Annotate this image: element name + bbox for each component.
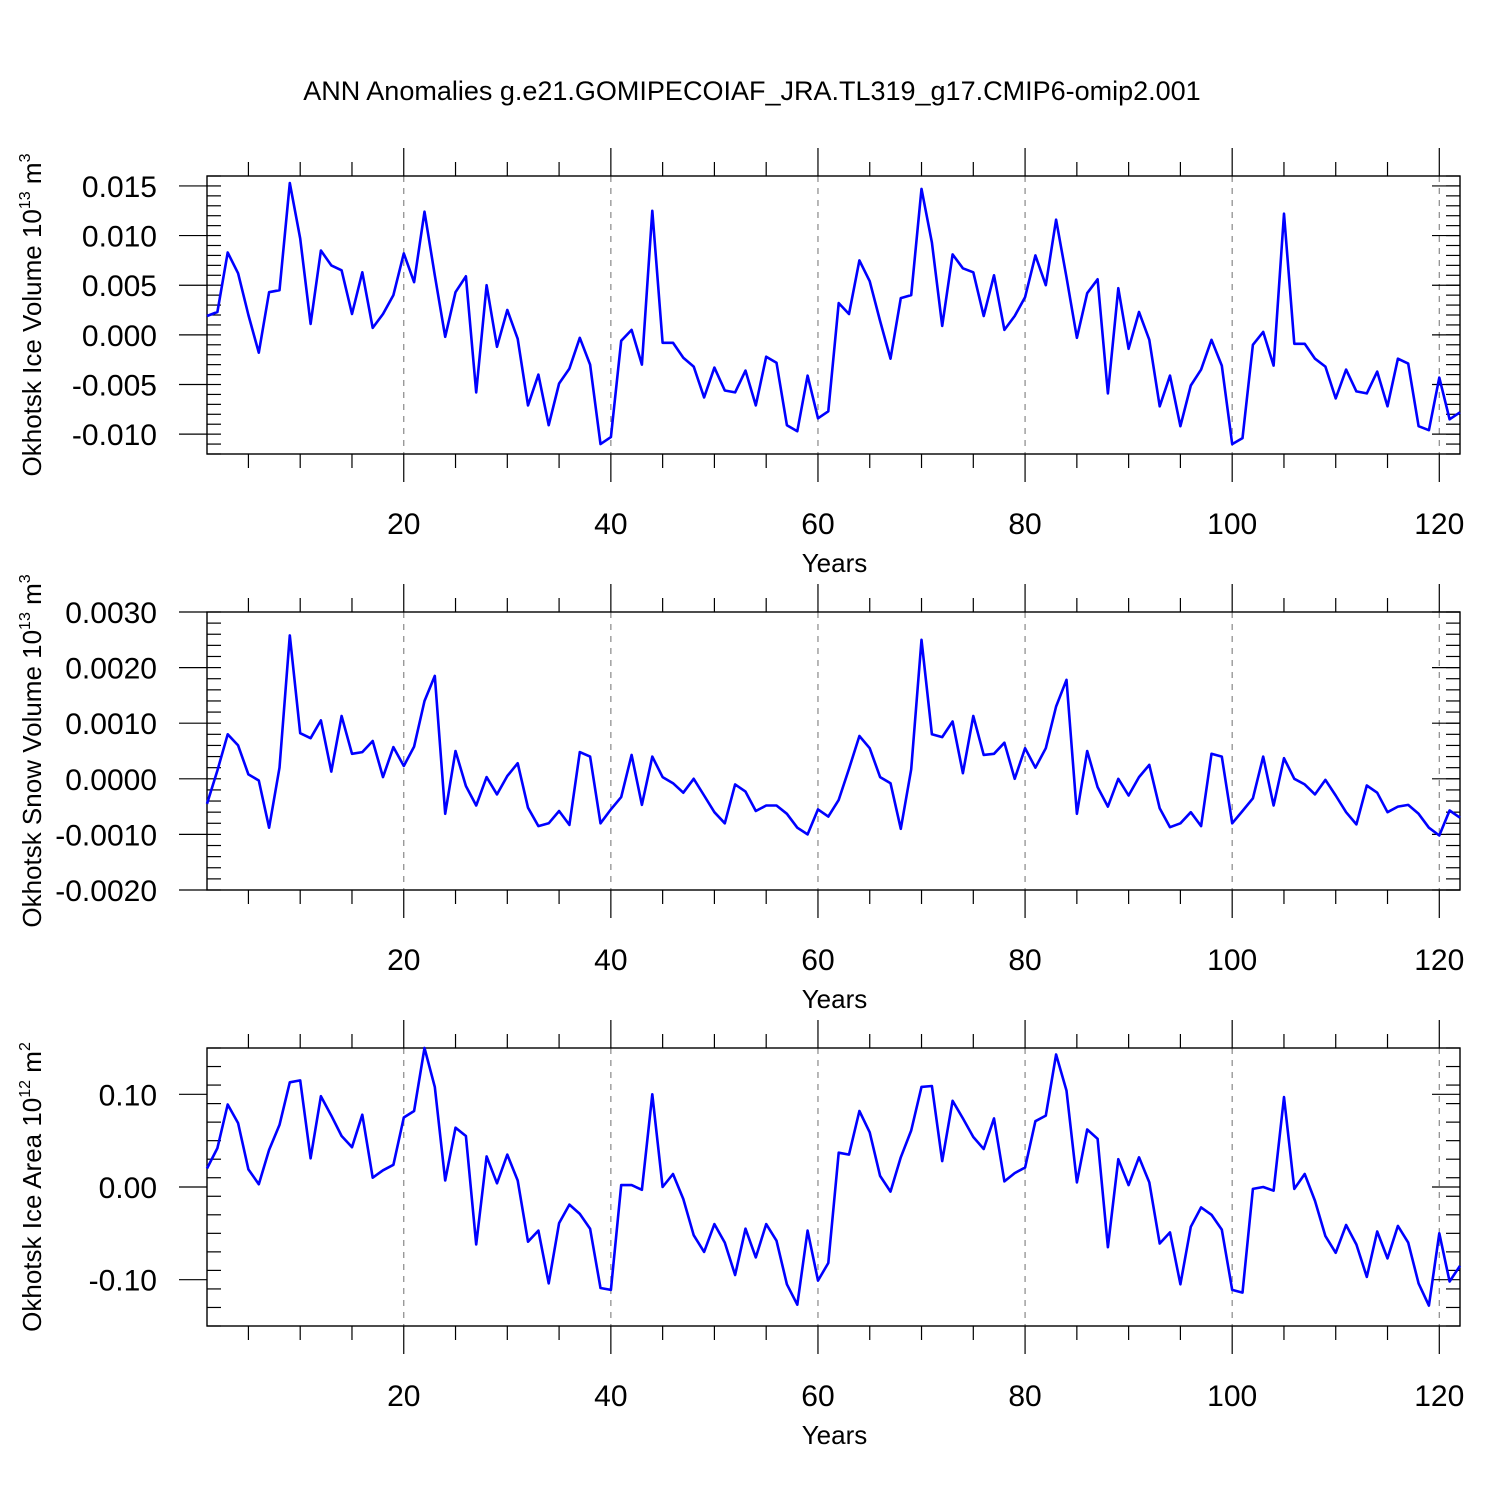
y-tick-label: 0.0010 bbox=[65, 708, 157, 741]
y-axis-title-text: Okhotsk Ice Volume 10 bbox=[17, 209, 47, 476]
x-tick-label: 40 bbox=[594, 508, 627, 541]
x-tick-label: 60 bbox=[801, 944, 834, 977]
y-axis-title-unit-exponent: 3 bbox=[17, 574, 34, 583]
y-tick-label: 0.0020 bbox=[65, 653, 157, 686]
x-tick-label: 80 bbox=[1008, 944, 1041, 977]
y-axis-title-text: Okhotsk Snow Volume 10 bbox=[17, 630, 47, 928]
x-tick-label: 120 bbox=[1414, 944, 1464, 977]
y-axis-title-exponent: 12 bbox=[17, 1080, 34, 1098]
x-tick-label: 60 bbox=[801, 1380, 834, 1413]
x-axis-title: Years bbox=[802, 1420, 868, 1450]
x-tick-label: 20 bbox=[387, 508, 420, 541]
y-axis-title-unit: m bbox=[17, 162, 47, 191]
plot-frame bbox=[206, 1047, 1461, 1327]
x-tick-label: 100 bbox=[1207, 508, 1257, 541]
plot-frame bbox=[206, 611, 1461, 891]
plot-frame bbox=[206, 175, 1461, 455]
y-axis-title: Okhotsk Snow Volume 1013 m3 bbox=[17, 574, 47, 927]
x-tick-label: 100 bbox=[1207, 944, 1257, 977]
x-tick-label: 40 bbox=[594, 944, 627, 977]
y-tick-label: -0.10 bbox=[89, 1265, 157, 1298]
y-tick-label: 0.005 bbox=[82, 270, 157, 303]
y-tick-label: -0.005 bbox=[72, 370, 157, 403]
series-line bbox=[205, 634, 1461, 837]
panels: -0.010 -0.005 0.000 0.005 0.010 0.015 20 40 60 80… bbox=[17, 148, 1464, 1450]
y-tick-label: -0.010 bbox=[72, 419, 157, 452]
y-tick-label: 0.015 bbox=[82, 171, 157, 204]
y-axis-title-exponent: 13 bbox=[17, 612, 34, 630]
x-tick-label: 40 bbox=[594, 1380, 627, 1413]
x-tick-label: 20 bbox=[387, 944, 420, 977]
y-tick-label: 0.0000 bbox=[65, 764, 157, 797]
x-axis-title: Years bbox=[802, 984, 868, 1014]
panel-2: -0.0020 -0.0010 0.0000 0.0010 0.0020 0.0030 20… bbox=[17, 574, 1464, 1014]
panel-1: -0.010 -0.005 0.000 0.005 0.010 0.015 20 40 60 80… bbox=[17, 148, 1464, 578]
x-tick-label: 80 bbox=[1008, 508, 1041, 541]
y-axis-title: Okhotsk Ice Area 1012 m2 bbox=[17, 1042, 47, 1332]
panel-3: -0.10 0.00 0.10 20 40 60 80 100 120 Years Okhotsk … bbox=[17, 1020, 1464, 1450]
y-axis-title-unit-exponent: 2 bbox=[17, 1042, 34, 1051]
x-tick-label: 80 bbox=[1008, 1380, 1041, 1413]
y-tick-label: -0.0020 bbox=[55, 875, 157, 908]
x-tick-label: 120 bbox=[1414, 1380, 1464, 1413]
x-tick-label: 120 bbox=[1414, 508, 1464, 541]
y-axis-title-unit: m bbox=[17, 1051, 47, 1080]
x-tick-label: 100 bbox=[1207, 1380, 1257, 1413]
y-axis-title-unit-exponent: 3 bbox=[17, 153, 34, 162]
y-axis-title: Okhotsk Ice Volume 1013 m3 bbox=[17, 153, 47, 476]
series-line bbox=[206, 181, 1461, 446]
y-tick-label: 0.000 bbox=[82, 320, 157, 353]
chart-title: ANN Anomalies g.e21.GOMIPECOIAF_JRA.TL31… bbox=[303, 76, 1200, 106]
y-tick-label: 0.010 bbox=[82, 221, 157, 254]
y-tick-label: 0.10 bbox=[99, 1079, 157, 1112]
y-tick-label: 0.0030 bbox=[65, 597, 157, 630]
x-axis-title: Years bbox=[802, 548, 868, 578]
y-axis-title-text: Okhotsk Ice Area 10 bbox=[17, 1098, 47, 1332]
series-line bbox=[205, 1046, 1462, 1307]
x-tick-label: 60 bbox=[801, 508, 834, 541]
y-axis-title-unit: m bbox=[17, 583, 47, 612]
y-axis-title-exponent: 13 bbox=[17, 191, 34, 209]
y-tick-label: -0.0010 bbox=[55, 819, 157, 852]
x-tick-label: 20 bbox=[387, 1380, 420, 1413]
y-tick-label: 0.00 bbox=[99, 1172, 157, 1205]
